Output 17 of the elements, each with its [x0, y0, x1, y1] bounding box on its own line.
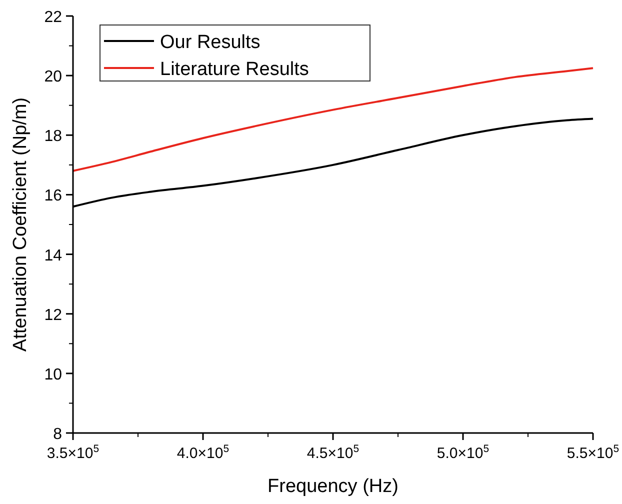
x-tick-label: 5.5×10$^{5}$ [566, 443, 620, 462]
y-tick-label: 16 [44, 188, 62, 205]
y-tick-label: 12 [44, 306, 62, 324]
y-axis-title: Attenuation Coefficient (Np/m) [10, 97, 31, 352]
x-tick-label: 3.5×10$^{5}$ [46, 443, 100, 462]
y-tick-label: 14 [44, 247, 62, 264]
y-tick-label: 22 [44, 9, 62, 26]
y-tick-label: 18 [44, 128, 62, 146]
x-tick-label: 5.0×10$^{5}$ [436, 443, 490, 462]
legend-label: Literature Results [160, 59, 309, 80]
y-tick-label: 20 [44, 68, 62, 86]
x-tick-label: 4.5×10$^{5}$ [306, 443, 360, 462]
y-tick-label: 10 [44, 366, 62, 384]
x-tick-label: 4.0×10$^{5}$ [176, 443, 230, 462]
x-axis-title: Frequency (Hz) [268, 476, 398, 497]
legend-label: Our Results [160, 32, 260, 53]
y-tick-label: 8 [53, 426, 62, 443]
